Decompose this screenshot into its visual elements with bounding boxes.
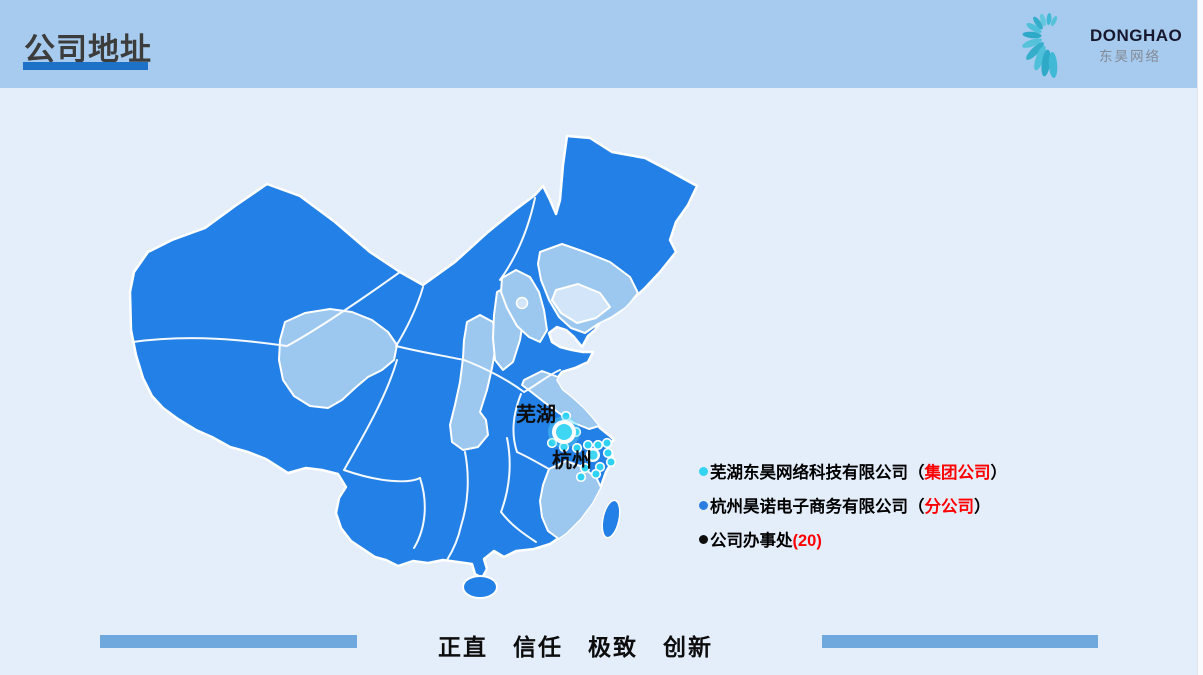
office-dot	[602, 447, 614, 459]
map-region-taiwan	[601, 499, 621, 539]
legend-text: 杭州昊诺电子商务有限公司（分公司）	[710, 498, 991, 516]
motto-word: 信任	[513, 634, 563, 660]
wuhu-label: 芜湖	[516, 402, 556, 426]
slide-header: 公司地址 DONGHAO 东昊网络	[0, 0, 1203, 88]
logo-fan-icon	[1022, 13, 1058, 78]
footer-bar-right	[822, 635, 1098, 648]
slide-right-edge	[1197, 0, 1203, 675]
company-motto: 正直 信任 极致 创新	[438, 628, 713, 662]
motto-word: 正直	[438, 634, 488, 660]
donghao-logo: DONGHAO 东昊网络	[1020, 0, 1195, 88]
motto-word: 极致	[588, 634, 638, 660]
hangzhou-marker	[586, 448, 600, 462]
map-region-jilin	[551, 283, 611, 324]
blue-bullet-icon	[699, 500, 708, 510]
title-underline	[23, 62, 148, 70]
office-dot	[605, 456, 617, 468]
black-bullet-icon	[699, 534, 708, 544]
footer-bar-left	[100, 635, 357, 648]
logo-wordmark: DONGHAO	[1090, 26, 1183, 45]
logo-subtitle: 东昊网络	[1099, 49, 1161, 64]
motto-word: 创新	[663, 634, 713, 660]
office-dot	[546, 437, 558, 449]
office-dot	[601, 437, 613, 449]
legend-text: 芜湖东昊网络科技有限公司（集团公司）	[710, 464, 1007, 482]
legend-item-group-company: 芜湖东昊网络科技有限公司（集团公司）	[699, 461, 1007, 482]
map-region-beijing	[515, 296, 529, 310]
legend-item-offices: 公司办事处(20)	[699, 529, 1007, 550]
office-dot	[582, 439, 594, 451]
legend: 芜湖东昊网络科技有限公司（集团公司） 杭州昊诺电子商务有限公司（分公司） 公司办…	[699, 461, 1007, 563]
legend-item-branch-company: 杭州昊诺电子商务有限公司（分公司）	[699, 495, 1007, 516]
office-dot	[579, 462, 591, 474]
hangzhou-label: 杭州	[552, 448, 592, 472]
office-dot	[571, 442, 583, 454]
page-title: 公司地址	[24, 32, 152, 67]
office-dot	[575, 471, 587, 483]
map-region-hainan	[462, 575, 498, 599]
legend-text: 公司办事处(20)	[710, 532, 822, 550]
office-dot	[592, 439, 604, 451]
wuhu-marker	[548, 416, 580, 448]
office-dot	[590, 468, 602, 480]
cyan-bullet-icon	[699, 466, 708, 476]
